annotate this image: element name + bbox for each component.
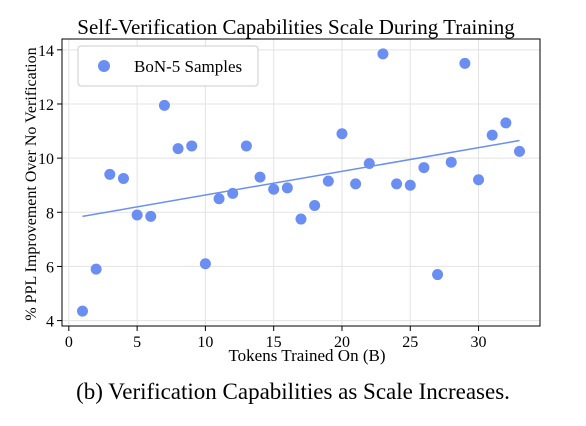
- data-point: [459, 57, 471, 69]
- data-point: [309, 200, 321, 212]
- data-point: [432, 269, 444, 281]
- y-tick-label: 8: [46, 205, 54, 222]
- data-point: [500, 117, 512, 129]
- data-point: [254, 171, 266, 183]
- data-point: [145, 210, 157, 222]
- y-tick-label: 14: [38, 43, 54, 60]
- data-point: [199, 258, 211, 270]
- data-point: [514, 145, 526, 157]
- data-point: [377, 48, 389, 60]
- data-point: [281, 182, 293, 194]
- data-point: [104, 168, 116, 180]
- data-point: [117, 172, 129, 184]
- y-tick-label: 12: [38, 97, 54, 114]
- x-tick-label: 25: [402, 334, 418, 351]
- data-points: [76, 48, 526, 317]
- legend-marker: [98, 60, 110, 72]
- data-point: [295, 213, 307, 225]
- data-point: [240, 140, 252, 152]
- legend-box: [77, 45, 259, 87]
- data-point: [404, 179, 416, 191]
- data-point: [213, 193, 225, 205]
- data-point: [227, 187, 239, 199]
- legend: BoN-5 Samples: [77, 45, 259, 87]
- data-point: [445, 156, 457, 168]
- axes-frame: [61, 38, 541, 327]
- data-point: [486, 129, 498, 141]
- data-point: [418, 162, 430, 174]
- x-tick-label: 10: [197, 334, 213, 351]
- axis-ticks: 0 5 10 15 20 25 30 4 6 8 10 12 14: [38, 43, 487, 351]
- data-point: [322, 175, 334, 187]
- y-axis-label: % PPL Improvement Over No Verification: [23, 47, 40, 320]
- data-point: [158, 99, 170, 111]
- data-point: [336, 128, 348, 140]
- x-tick-label: 15: [266, 334, 282, 351]
- data-point: [391, 178, 403, 190]
- x-tick-label: 5: [133, 334, 141, 351]
- x-axis-label: Tokens Trained On (B): [228, 346, 385, 365]
- data-point: [186, 140, 198, 152]
- x-tick-label: 0: [65, 334, 73, 351]
- data-point: [350, 178, 362, 190]
- data-point: [131, 209, 143, 221]
- trendline-layer: [82, 139, 520, 218]
- figure-caption: (b) Verification Capabilities as Scale I…: [76, 379, 510, 404]
- data-point: [76, 305, 88, 317]
- data-point: [268, 183, 280, 195]
- legend-label: BoN-5 Samples: [134, 57, 242, 76]
- x-tick-label: 20: [334, 334, 350, 351]
- x-tick-label: 30: [471, 334, 487, 351]
- data-point: [172, 143, 184, 155]
- data-point: [90, 263, 102, 275]
- y-tick-label: 6: [46, 259, 54, 276]
- y-tick-label: 4: [46, 314, 54, 331]
- data-point: [473, 174, 485, 186]
- y-tick-label: 10: [38, 151, 54, 168]
- chart-title: Self-Verification Capabilities Scale Dur…: [77, 15, 515, 39]
- trendline: [82, 139, 520, 218]
- data-point: [363, 158, 375, 170]
